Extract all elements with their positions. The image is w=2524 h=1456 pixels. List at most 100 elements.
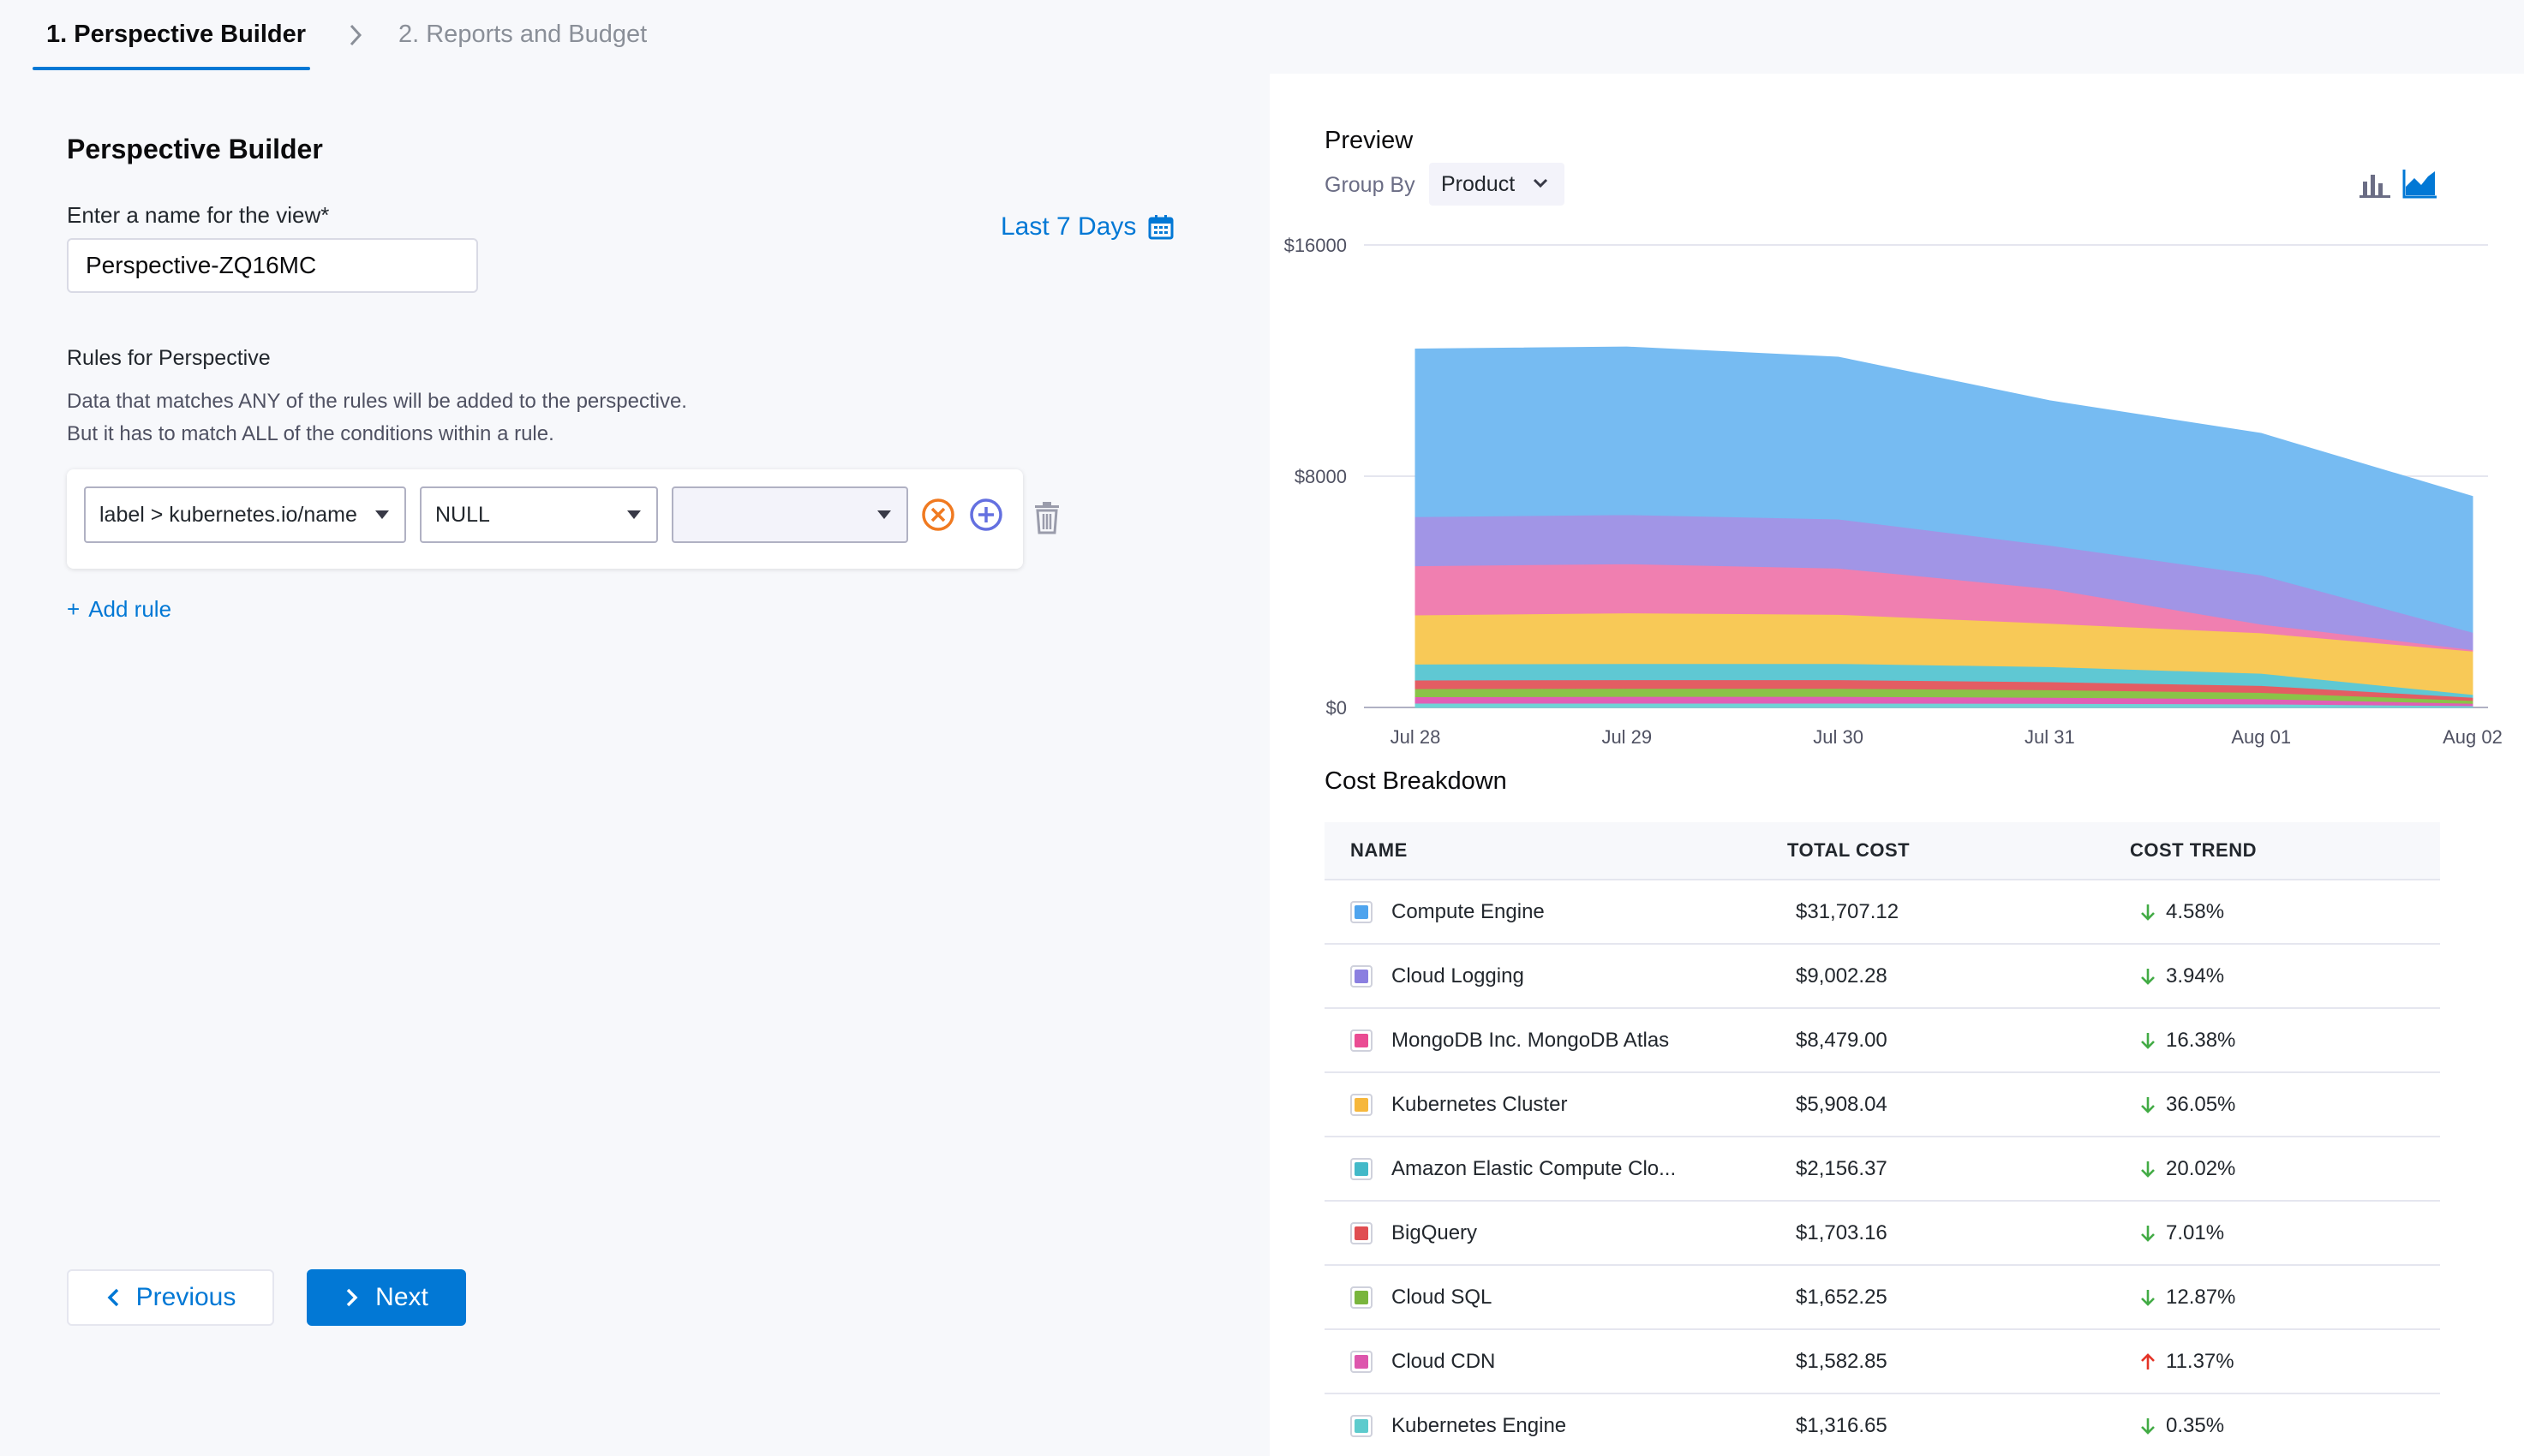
arrow-down-icon [2141, 1225, 2155, 1242]
next-label: Next [375, 1283, 428, 1311]
row-name-cell: Cloud Logging [1325, 964, 1787, 988]
series-checkbox[interactable] [1350, 1093, 1373, 1116]
active-step-indicator [33, 67, 310, 70]
rule-operator-value: NULL [435, 503, 490, 527]
arrow-down-icon [2141, 1417, 2155, 1435]
row-name: Kubernetes Cluster [1391, 1092, 1568, 1116]
calendar-icon [1148, 215, 1174, 240]
row-total-cost: $9,002.28 [1796, 964, 1887, 988]
trend-value: 36.05% [2166, 1092, 2236, 1116]
chevron-down-icon [1533, 178, 1548, 188]
row-total-cost: $1,582.85 [1796, 1349, 1887, 1373]
table-row[interactable]: Kubernetes Engine $1,316.65 0.35% [1325, 1394, 2440, 1456]
row-name-cell: Amazon Elastic Compute Clo... [1325, 1157, 1787, 1181]
row-name-cell: Kubernetes Engine [1325, 1414, 1787, 1438]
trend-value: 7.01% [2166, 1220, 2225, 1244]
table-row[interactable]: BigQuery $1,703.16 7.01% [1325, 1202, 2440, 1266]
row-total-cost: $5,908.04 [1796, 1092, 1887, 1116]
rules-title: Rules for Perspective [67, 346, 271, 370]
series-color-swatch [1355, 1418, 1368, 1433]
date-range-picker[interactable]: Last 7 Days [1001, 212, 1174, 242]
series-checkbox[interactable] [1350, 900, 1373, 923]
caret-down-icon [627, 510, 641, 519]
series-color-swatch [1355, 969, 1368, 983]
row-cost-trend: 20.02% [2130, 1157, 2438, 1181]
trend-value: 0.35% [2166, 1413, 2225, 1437]
view-name-label: Enter a name for the view* [67, 202, 330, 228]
x-tick-label: Jul 31 [2025, 726, 2075, 748]
row-name-cell: Cloud SQL [1325, 1286, 1787, 1310]
row-total-cost: $1,703.16 [1796, 1220, 1887, 1244]
cost-area-chart: $0 $8000 $16000 Jul 28 Jul 29 Jul 30 Jul 31 Aug… [1284, 235, 2503, 748]
rule-field-select[interactable]: label > kubernetes.io/name [84, 486, 406, 543]
table-row[interactable]: MongoDB Inc. MongoDB Atlas $8,479.00 16.38… [1325, 1009, 2440, 1073]
header-name: NAME [1350, 839, 1408, 861]
arrow-down-icon [2141, 1032, 2155, 1049]
row-total-cost: $1,652.25 [1796, 1285, 1887, 1309]
arrow-down-icon [2141, 904, 2155, 921]
group-by-select[interactable]: Product [1429, 163, 1564, 206]
series-checkbox[interactable] [1350, 1221, 1373, 1244]
trend-value: 20.02% [2166, 1156, 2236, 1180]
add-rule-button[interactable]: + Add rule [67, 596, 171, 623]
row-cost-trend: 3.94% [2130, 964, 2438, 988]
series-checkbox[interactable] [1350, 1350, 1373, 1373]
remove-condition-icon[interactable] [920, 497, 956, 533]
group-by-label: Group By [1325, 173, 1415, 197]
next-button[interactable]: Next [307, 1269, 466, 1326]
table-row[interactable]: Compute Engine $31,707.12 4.58% [1325, 880, 2440, 945]
row-total-cost: $31,707.12 [1796, 899, 1899, 923]
series-checkbox[interactable] [1350, 1286, 1373, 1309]
row-name: MongoDB Inc. MongoDB Atlas [1391, 1028, 1670, 1052]
bar-chart-icon[interactable] [2360, 171, 2390, 199]
rule-operator-select[interactable]: NULL [420, 486, 658, 543]
series-color-swatch [1355, 1033, 1368, 1047]
area-chart-icon[interactable] [2402, 168, 2438, 199]
previous-button[interactable]: Previous [67, 1269, 274, 1326]
series-color-swatch [1355, 1226, 1368, 1240]
series-checkbox[interactable] [1350, 1414, 1373, 1437]
trend-value: 12.87% [2166, 1285, 2236, 1309]
table-row[interactable]: Cloud SQL $1,652.25 12.87% [1325, 1266, 2440, 1330]
arrow-down-icon [2141, 1289, 2155, 1306]
page-title: Perspective Builder [67, 134, 323, 164]
series-color-swatch [1355, 1354, 1368, 1369]
y-tick-label: $16000 [1284, 235, 1347, 256]
date-range-label: Last 7 Days [1001, 212, 1137, 241]
table-row[interactable]: Cloud CDN $1,582.85 11.37% [1325, 1330, 2440, 1394]
table-row[interactable]: Amazon Elastic Compute Clo... $2,156.37 20… [1325, 1137, 2440, 1202]
series-checkbox[interactable] [1350, 1157, 1373, 1180]
row-name-cell: Compute Engine [1325, 900, 1787, 924]
rules-desc-line-2: But it has to match ALL of the condition… [67, 422, 554, 445]
add-condition-icon[interactable] [968, 497, 1004, 533]
row-name: BigQuery [1391, 1220, 1478, 1244]
series-checkbox[interactable] [1350, 1029, 1373, 1052]
trend-value: 4.58% [2166, 899, 2225, 923]
row-name-cell: MongoDB Inc. MongoDB Atlas [1325, 1029, 1787, 1053]
y-tick-label: $8000 [1295, 466, 1347, 487]
rule-value-select[interactable] [672, 486, 908, 543]
table-row[interactable]: Cloud Logging $9,002.28 3.94% [1325, 945, 2440, 1009]
area-series [1415, 346, 2473, 633]
step-reports-and-budget[interactable]: 2. Reports and Budget [398, 21, 648, 48]
wizard-steps: 1. Perspective Builder 2. Reports and Bu… [0, 0, 2524, 74]
arrow-down-icon [2141, 1161, 2155, 1178]
row-total-cost: $1,316.65 [1796, 1413, 1887, 1437]
chevron-left-icon [107, 1288, 118, 1307]
rules-description: Data that matches ANY of the rules will … [67, 385, 687, 451]
step-perspective-builder[interactable]: 1. Perspective Builder [46, 21, 307, 48]
row-total-cost: $8,479.00 [1796, 1028, 1887, 1052]
rule-field-value: label > kubernetes.io/name [99, 503, 357, 527]
table-header: NAME TOTAL COST COST TREND [1325, 822, 2440, 880]
row-cost-trend: 36.05% [2130, 1093, 2438, 1117]
caret-down-icon [877, 510, 891, 519]
row-name: Compute Engine [1391, 899, 1545, 923]
trend-value: 16.38% [2166, 1028, 2236, 1052]
delete-rule-icon[interactable] [1032, 500, 1062, 534]
row-name-cell: Kubernetes Cluster [1325, 1093, 1787, 1117]
row-name: Kubernetes Engine [1391, 1413, 1567, 1437]
table-row[interactable]: Kubernetes Cluster $5,908.04 36.05% [1325, 1073, 2440, 1137]
series-checkbox[interactable] [1350, 964, 1373, 988]
view-name-input[interactable]: Perspective-ZQ16MC [67, 238, 478, 293]
row-cost-trend: 12.87% [2130, 1286, 2438, 1310]
